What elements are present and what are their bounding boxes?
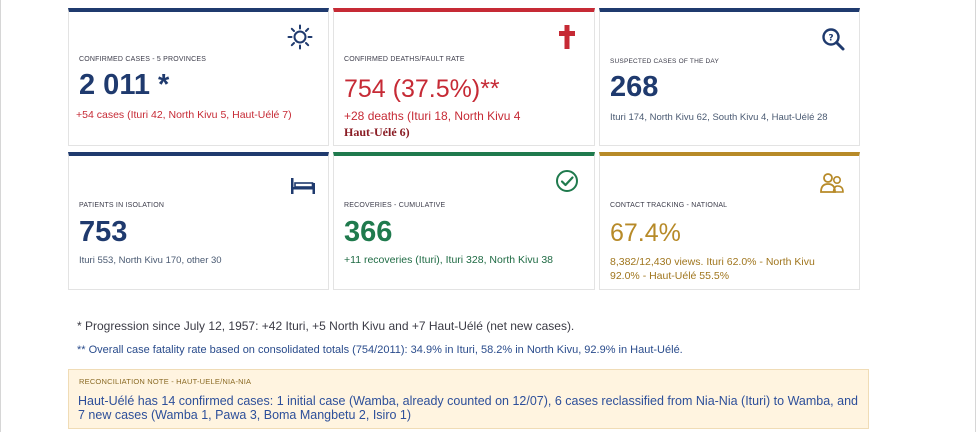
confirmed-cases-label: CONFIRMED CASES - 5 PROVINCES xyxy=(79,56,207,63)
contact-tracking-value: 67.4% xyxy=(610,219,681,247)
contact-tracking-detail-line2: 92.0% - Haut-Uélé 55.5% xyxy=(610,270,730,282)
confirmed-deaths-value: 754 (37.5%)** xyxy=(344,75,500,103)
recoveries-card: RECOVERIES - CUMULATIVE 366 +11 recoveri… xyxy=(333,152,595,290)
people-icon xyxy=(819,170,845,196)
contact-tracking-detail: 8,382/12,430 views. Ituri 62.0% - North … xyxy=(610,256,815,268)
confirmed-deaths-detail-line2: Haut-Uélé 6) xyxy=(344,125,410,139)
patients-isolation-label: PATIENTS IN ISOLATION xyxy=(79,202,165,209)
confirmed-cases-card: CONFIRMED CASES - 5 PROVINCES 2 011 * +5… xyxy=(68,8,329,146)
recoveries-label: RECOVERIES - CUMULATIVE xyxy=(344,202,446,209)
cross-icon xyxy=(554,24,580,50)
reconciliation-text: Haut-Uélé has 14 confirmed cases: 1 init… xyxy=(78,394,858,422)
progression-note: * Progression since July 12, 1957: +42 I… xyxy=(77,319,575,333)
confirmed-deaths-detail: +28 deaths (Ituri 18, North Kivu 4 xyxy=(344,109,521,123)
suspected-cases-label: SUSPECTED CASES OF THE DAY xyxy=(610,58,719,65)
reconciliation-box: RECONCILIATION NOTE - HAUT-UELE/NIA-NIA … xyxy=(68,369,869,429)
confirmed-cases-detail: +54 cases (Ituri 42, North Kivu 5, Haut-… xyxy=(76,109,292,121)
contact-tracking-label: CONTACT TRACKING - NATIONAL xyxy=(610,202,728,209)
contact-tracking-card: CONTACT TRACKING - NATIONAL 67.4% 8,382/… xyxy=(599,152,860,290)
recoveries-value: 366 xyxy=(344,216,393,248)
svg-text:?: ? xyxy=(828,34,833,44)
suspected-cases-detail: Ituri 174, North Kivu 62, South Kivu 4, … xyxy=(610,112,828,123)
patients-isolation-detail: Ituri 553, North Kivu 170, other 30 xyxy=(79,255,222,266)
reconciliation-label: RECONCILIATION NOTE - HAUT-UELE/NIA-NIA xyxy=(79,377,252,386)
sun-icon xyxy=(287,24,313,50)
magnifier-icon: ? xyxy=(820,26,846,52)
left-edge xyxy=(0,0,1,432)
check-circle-icon xyxy=(554,168,580,194)
confirmed-cases-value: 2 011 * xyxy=(79,69,170,101)
recoveries-detail: +11 recoveries (Ituri), Ituri 328, North… xyxy=(344,254,554,266)
patients-isolation-card: PATIENTS IN ISOLATION 753 Ituri 553, Nor… xyxy=(68,152,329,290)
bed-icon xyxy=(290,174,316,200)
confirmed-deaths-label: CONFIRMED DEATHS/FAULT RATE xyxy=(344,56,465,63)
suspected-cases-card: ? SUSPECTED CASES OF THE DAY 268 Ituri 1… xyxy=(599,8,860,146)
confirmed-deaths-card: CONFIRMED DEATHS/FAULT RATE 754 (37.5%)*… xyxy=(333,8,595,146)
fatality-rate-note: ** Overall case fatality rate based on c… xyxy=(77,344,683,356)
suspected-cases-value: 268 xyxy=(610,71,659,103)
patients-isolation-value: 753 xyxy=(79,216,128,248)
